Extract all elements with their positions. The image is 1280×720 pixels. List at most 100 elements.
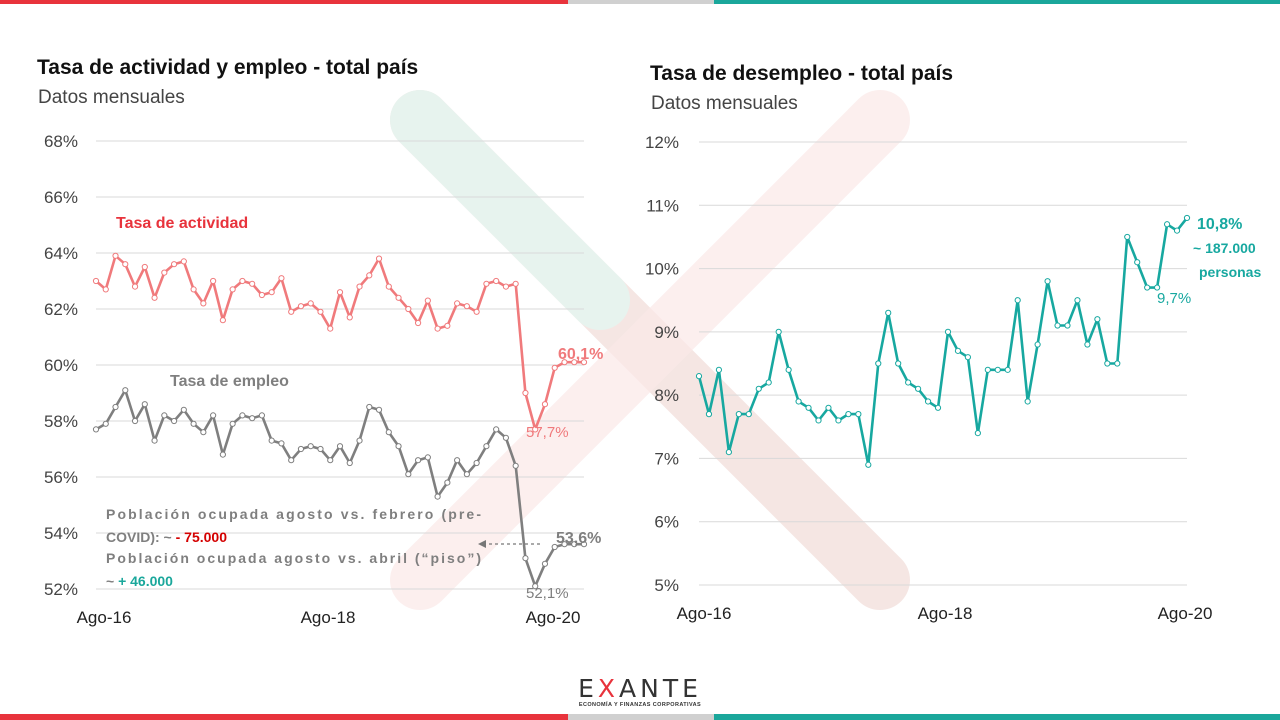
- left-point: [424, 454, 431, 461]
- left-point: [522, 389, 529, 397]
- left-point: [551, 364, 558, 371]
- left-point: [122, 387, 129, 394]
- left-point: [483, 280, 490, 287]
- left-point: [258, 412, 266, 419]
- right-y-tick-label: 7%: [654, 449, 679, 468]
- right-x-tick-label: Ago-16: [677, 604, 732, 623]
- left-point: [473, 459, 480, 467]
- left-chart-subtitle: Datos mensuales: [38, 87, 185, 108]
- left-point: [385, 283, 392, 290]
- left-point: [219, 451, 226, 458]
- left-point: [278, 275, 285, 282]
- left-point: [92, 277, 100, 285]
- left-point: [424, 297, 431, 304]
- left-point: [414, 319, 422, 327]
- desempleo-last-label: 10,8%: [1197, 216, 1242, 233]
- exante-logo: EXANTE ECONOMÍA Y FINANZAS CORPORATIVAS: [560, 676, 720, 709]
- left-point: [385, 429, 392, 436]
- left-point: [210, 277, 217, 285]
- left-point: [131, 283, 139, 290]
- left-point: [229, 286, 236, 293]
- right-point: [845, 411, 852, 418]
- right-point: [1154, 284, 1161, 291]
- left-point: [571, 541, 578, 548]
- right-point: [954, 347, 962, 354]
- right-point: [1104, 360, 1111, 367]
- right-point: [1054, 322, 1061, 329]
- left-y-tick-label: 56%: [44, 468, 78, 487]
- left-point: [327, 457, 334, 464]
- right-series-line-0: [697, 217, 1189, 467]
- right-point: [805, 404, 812, 411]
- right-point: [735, 411, 742, 418]
- left-point: [151, 294, 158, 301]
- right-chart-subtitle: Datos mensuales: [651, 93, 798, 114]
- actividad-last-label: 60,1%: [558, 346, 603, 363]
- desempleo-note1: ~ 187.000: [1193, 240, 1256, 256]
- left-point: [190, 420, 197, 427]
- left-point: [200, 429, 207, 436]
- right-point: [934, 404, 942, 411]
- right-point: [875, 360, 882, 367]
- right-point: [855, 411, 862, 418]
- left-point: [414, 457, 422, 464]
- left-y-tick-label: 54%: [44, 524, 78, 543]
- right-point: [1144, 284, 1151, 291]
- right-y-tick-label: 9%: [654, 323, 679, 342]
- left-point: [366, 272, 373, 279]
- right-point: [745, 411, 752, 418]
- left-point: [395, 443, 402, 450]
- left-point: [551, 543, 558, 551]
- right-point: [1134, 259, 1141, 266]
- left-point: [190, 286, 197, 293]
- left-y-tick-label: 68%: [44, 132, 78, 151]
- right-point: [695, 373, 703, 380]
- empleo-last-label: 53,6%: [556, 530, 601, 547]
- left-point: [346, 314, 353, 321]
- left-x-tick-label: Ago-16: [77, 608, 132, 627]
- right-point: [705, 411, 713, 418]
- right-point: [865, 461, 872, 468]
- left-point: [219, 317, 226, 324]
- left-point: [307, 300, 314, 307]
- left-point: [102, 420, 109, 427]
- right-chart-title: Tasa de desempleo - total país: [650, 62, 954, 85]
- left-point: [483, 443, 490, 450]
- left-point: [405, 305, 412, 313]
- right-point: [755, 385, 762, 392]
- right-point: [984, 366, 991, 373]
- right-point: [944, 328, 952, 335]
- right-point: [795, 398, 802, 405]
- right-point: [1094, 316, 1101, 323]
- left-point: [102, 286, 109, 293]
- desempleo-note2: personas: [1199, 264, 1261, 280]
- left-point: [580, 359, 588, 366]
- left-point: [493, 277, 500, 285]
- left-point: [170, 417, 178, 425]
- left-point: [180, 406, 187, 413]
- right-point: [835, 417, 842, 424]
- right-x-tick-label: Ago-18: [918, 604, 973, 623]
- left-point: [288, 308, 295, 315]
- right-point: [974, 430, 981, 437]
- right-point: [1114, 360, 1121, 367]
- left-point: [297, 445, 305, 453]
- left-x-tick-label: Ago-20: [526, 608, 581, 627]
- left-point: [405, 471, 412, 478]
- left-point: [463, 303, 470, 310]
- left-x-tick-label: Ago-18: [301, 608, 356, 627]
- right-y-tick-label: 12%: [645, 133, 679, 152]
- right-point: [1044, 278, 1051, 285]
- left-point: [327, 325, 334, 332]
- left-point: [444, 322, 451, 329]
- left-point: [317, 308, 324, 315]
- left-point: [580, 541, 588, 548]
- right-point: [775, 328, 782, 335]
- top-bar-red: [0, 0, 568, 4]
- left-point: [473, 308, 480, 315]
- left-point: [288, 457, 295, 464]
- left-point: [239, 412, 246, 419]
- right-point: [1074, 297, 1081, 304]
- left-point: [336, 289, 344, 296]
- right-point: [815, 417, 822, 424]
